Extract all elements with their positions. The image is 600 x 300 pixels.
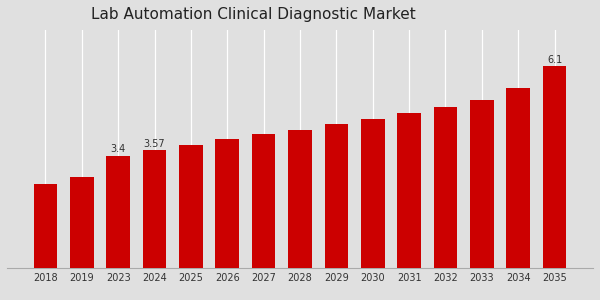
Bar bbox=[470, 100, 494, 268]
Bar bbox=[543, 67, 566, 268]
Bar bbox=[252, 134, 275, 268]
Bar bbox=[361, 119, 385, 268]
Bar bbox=[34, 184, 57, 268]
Bar bbox=[70, 177, 94, 268]
Bar bbox=[434, 107, 457, 268]
Bar bbox=[288, 130, 312, 268]
Text: 3.4: 3.4 bbox=[110, 144, 126, 154]
Title: Lab Automation Clinical Diagnostic Market: Lab Automation Clinical Diagnostic Marke… bbox=[91, 7, 415, 22]
Bar bbox=[106, 156, 130, 268]
Bar bbox=[506, 88, 530, 268]
Bar bbox=[397, 113, 421, 268]
Bar bbox=[215, 139, 239, 268]
Bar bbox=[143, 150, 166, 268]
Bar bbox=[179, 145, 203, 268]
Text: 6.1: 6.1 bbox=[547, 55, 562, 65]
Text: 3.57: 3.57 bbox=[144, 139, 166, 148]
Bar bbox=[325, 124, 348, 268]
